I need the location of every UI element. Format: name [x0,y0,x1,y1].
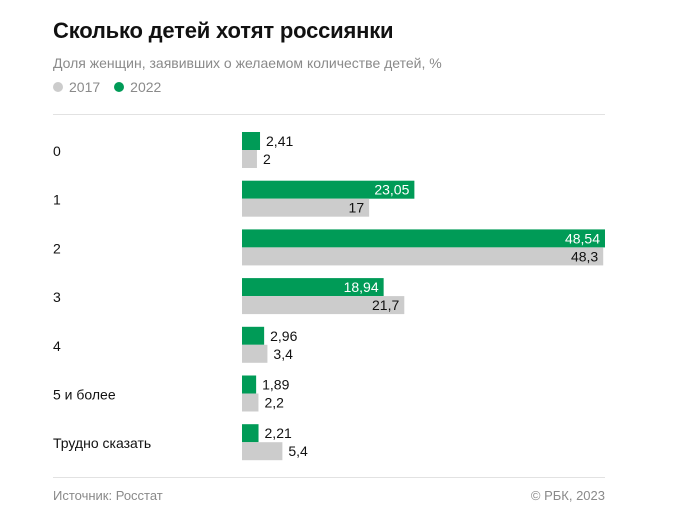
bar-2017 [242,198,370,217]
bar-2022 [242,132,261,150]
data-label-2017: 5,4 [288,443,308,459]
category-label: Трудно сказать [53,435,151,451]
bar-2017 [242,344,268,363]
bar-2022 [242,180,415,199]
legend: 2017 2022 [53,79,175,95]
source-note: Источник: Росстат [53,488,163,503]
bar-2022 [242,375,257,394]
data-label-2022: 2,21 [265,425,292,441]
chart-title: Сколько детей хотят россиянки [53,18,394,43]
legend-item-2017: 2017 [53,79,100,95]
category-label: 3 [53,289,61,305]
data-label-2017: 2,2 [264,395,284,411]
bar-2017 [242,150,257,168]
data-label-2017: 21,7 [372,297,399,313]
top-divider [53,114,605,115]
bar-2022 [242,229,605,248]
bar-2017 [242,393,259,412]
category-label: 1 [53,192,61,208]
legend-dot-2022 [114,82,125,92]
legend-label-2017: 2017 [69,79,101,95]
copyright-note: © РБК, 2023 [530,488,605,503]
legend-label-2022: 2022 [130,79,162,95]
data-label-2022: 1,89 [262,377,289,393]
data-label-2022: 18,94 [344,279,379,295]
data-label-2017: 3,4 [273,346,293,362]
data-label-2022: 2,96 [270,328,297,344]
legend-item-2022: 2022 [114,79,161,95]
category-label: 2 [53,240,61,256]
data-label-2017: 17 [349,200,365,216]
category-label: 5 и более [53,387,116,403]
bar-2017 [242,442,283,461]
category-label: 0 [53,143,61,159]
bar-2022 [242,278,384,297]
category-label: 4 [53,338,61,354]
data-label-2017: 48,3 [571,248,598,264]
data-label-2022: 23,05 [374,182,409,198]
data-label-2017: 2 [263,151,271,167]
bar-2017 [242,296,405,315]
chart-subtitle: Доля женщин, заявивших о желаемом количе… [53,55,442,71]
data-label-2022: 2,41 [266,133,293,149]
legend-dot-2017 [53,82,63,92]
data-label-2022: 48,54 [565,230,600,246]
bar-2022 [242,326,265,345]
bottom-divider [53,477,605,478]
bar-2017 [242,247,604,266]
bar-2022 [242,424,259,443]
